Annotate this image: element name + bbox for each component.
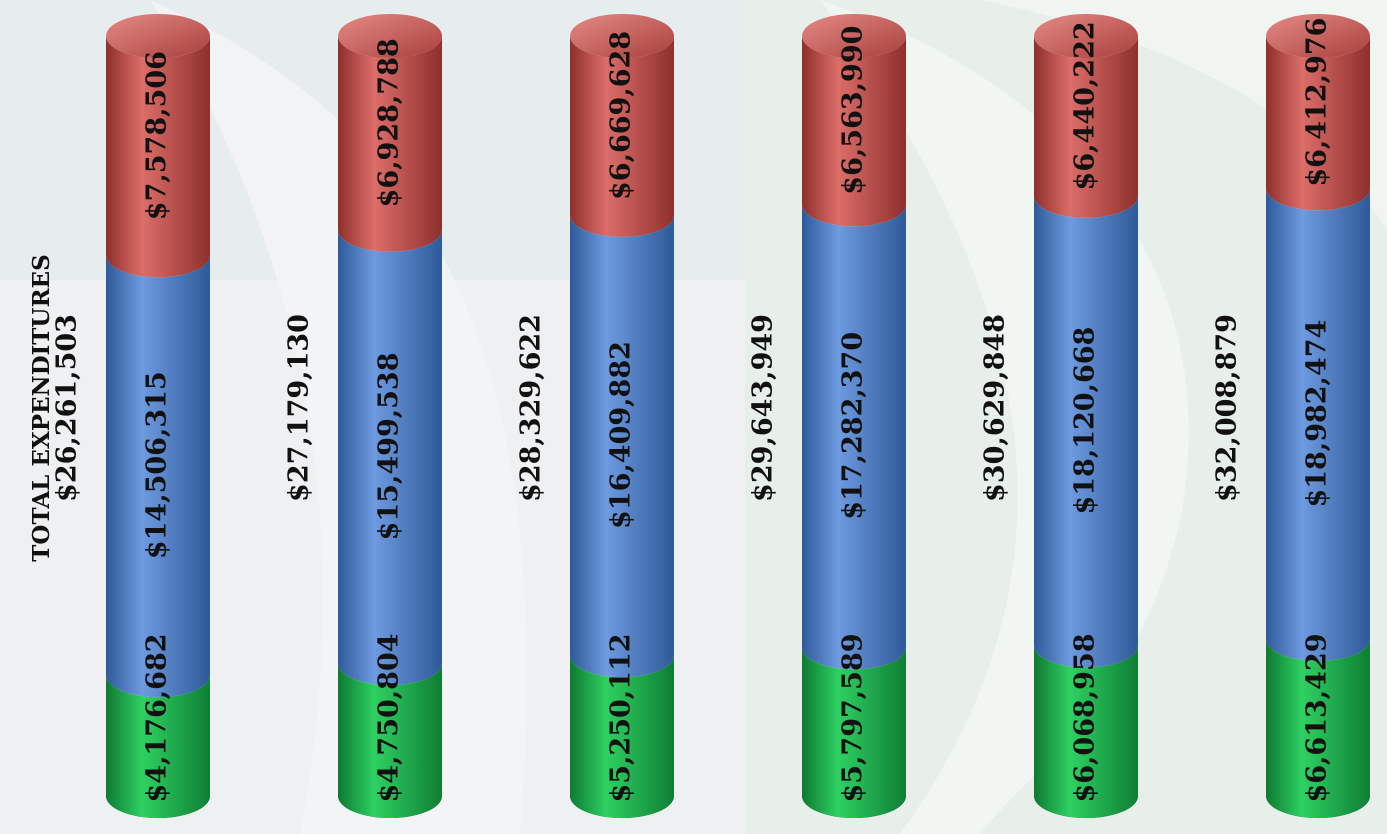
- blue-segment-1: [106, 255, 210, 698]
- red-segment-3: [570, 36, 674, 237]
- blue-segment-6: [1266, 188, 1370, 661]
- axis-title: TOTAL EXPENDITURES: [28, 254, 55, 561]
- red-segment-2: [338, 36, 442, 252]
- total-label: $27,179,130: [284, 314, 315, 502]
- green-segment-2: [338, 663, 442, 818]
- blue-segment-label: $17,282,370: [838, 332, 869, 520]
- green-segment-label: $5,250,112: [606, 633, 637, 802]
- red-segment-5: [1034, 36, 1138, 218]
- cylinder-top: [338, 14, 442, 58]
- blue-segment-5: [1034, 195, 1138, 668]
- red-segment-label: $6,669,628: [606, 31, 637, 200]
- blue-segment-4: [802, 204, 906, 670]
- total-label: $29,643,949: [748, 314, 779, 502]
- blue-segment-3: [570, 214, 674, 678]
- cylinder-top: [802, 14, 906, 58]
- cylinder-top: [1034, 14, 1138, 58]
- blue-segment-2: [338, 229, 442, 686]
- green-segment-3: [570, 655, 674, 818]
- green-segment-label: $5,797,589: [838, 633, 869, 802]
- cylinder-top: [1266, 14, 1370, 58]
- cylinder-top: [570, 14, 674, 58]
- chart-marks: $4,176,682 $14,506,315 $7,578,506 $26,261,5…: [52, 14, 1370, 818]
- green-segment-5: [1034, 645, 1138, 818]
- red-segment-6: [1266, 36, 1370, 211]
- blue-segment-label: $18,982,474: [1302, 320, 1333, 508]
- cylinder-top: [106, 14, 210, 58]
- total-label: $32,008,879: [1212, 314, 1243, 502]
- green-segment-label: $6,068,958: [1070, 633, 1101, 802]
- red-segment-label: $6,928,788: [374, 38, 405, 207]
- green-segment-6: [1266, 638, 1370, 818]
- total-label: $26,261,503: [52, 314, 83, 502]
- blue-segment-label: $16,409,882: [606, 341, 637, 529]
- blue-segment-label: $14,506,315: [142, 371, 173, 559]
- red-segment-1: [106, 36, 210, 278]
- green-segment-label: $4,750,804: [374, 633, 405, 802]
- red-segment-label: $6,440,222: [1070, 21, 1101, 190]
- green-segment-label: $6,613,429: [1302, 633, 1333, 802]
- green-segment-4: [802, 647, 906, 818]
- red-segment-label: $6,563,990: [838, 26, 869, 195]
- total-label: $30,629,848: [980, 314, 1011, 502]
- red-segment-label: $6,412,976: [1302, 18, 1333, 187]
- green-segment-1: [106, 675, 210, 818]
- red-segment-4: [802, 36, 906, 227]
- total-label: $28,329,622: [516, 314, 547, 502]
- blue-segment-label: $18,120,668: [1070, 327, 1101, 515]
- green-segment-label: $4,176,682: [142, 633, 173, 802]
- red-segment-label: $7,578,506: [142, 51, 173, 220]
- blue-segment-label: $15,499,538: [374, 353, 405, 541]
